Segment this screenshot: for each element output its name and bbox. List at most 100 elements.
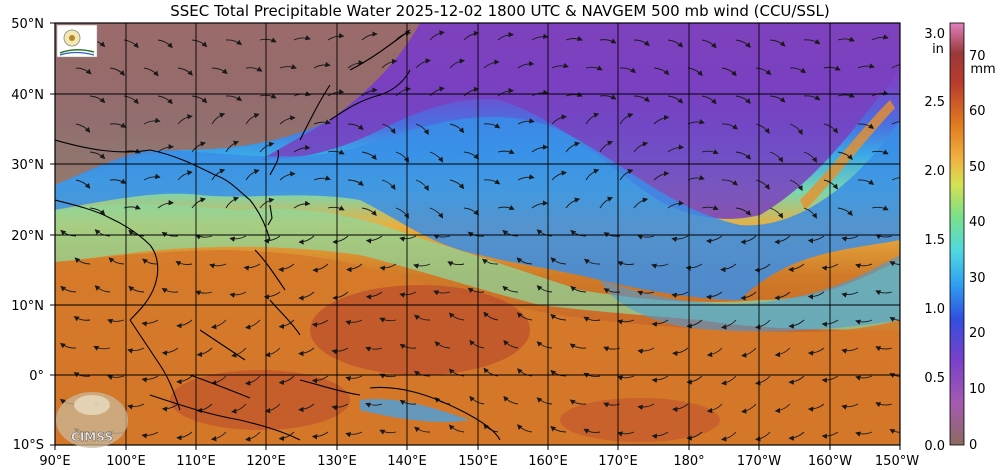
in-tick-label: 2.0 xyxy=(924,164,945,179)
lat-label: 10°N xyxy=(11,299,44,314)
wind-arrow xyxy=(75,123,91,133)
wind-arrow xyxy=(741,347,757,358)
lat-label: 50°N xyxy=(11,17,44,32)
wind-arrow xyxy=(365,346,383,352)
wind-arrow xyxy=(191,141,206,153)
wind-arrow xyxy=(73,372,91,378)
cimss-logo-text: CIMSS xyxy=(71,430,113,444)
wind-arrow xyxy=(788,319,805,329)
wind-arrow xyxy=(855,431,873,437)
wind-arrow xyxy=(637,290,655,296)
wind-arrow xyxy=(209,263,227,269)
wind-arrow xyxy=(754,263,771,273)
wind-arrow xyxy=(177,114,193,125)
wind-arrow xyxy=(469,395,485,405)
wind-arrow xyxy=(399,399,417,406)
wind-arrow xyxy=(517,118,535,125)
wind-arrow xyxy=(142,258,159,265)
lon-label: 150°E xyxy=(458,454,498,469)
wind-arrow xyxy=(109,178,127,184)
wind-arrow xyxy=(264,347,281,358)
wind-arrow xyxy=(123,39,139,49)
wind-arrow xyxy=(74,257,91,265)
wind-arrow xyxy=(434,341,451,349)
wind-arrow xyxy=(176,319,193,329)
wind-arrow xyxy=(497,149,515,154)
wind-arrow xyxy=(821,319,839,328)
wind-arrow xyxy=(705,235,723,244)
wind-arrow xyxy=(210,319,227,330)
lon-label: 150°W xyxy=(875,454,919,469)
wind-arrow xyxy=(550,313,567,321)
wind-arrow xyxy=(94,285,111,293)
wind-arrow xyxy=(327,205,345,211)
wind-arrow xyxy=(143,173,161,181)
lon-label: 100°E xyxy=(106,454,146,469)
wind-arrow xyxy=(857,63,875,69)
wind-arrow xyxy=(531,89,549,97)
wind-arrow xyxy=(617,261,635,267)
wind-arrow xyxy=(807,235,825,244)
lat-label: 40°N xyxy=(11,88,44,103)
map-title: SSEC Total Precipitable Water 2025-12-02… xyxy=(170,2,830,20)
wind-arrow xyxy=(735,207,752,216)
wind-arrow xyxy=(721,319,737,330)
wind-arrow xyxy=(667,39,684,48)
wind-arrow xyxy=(245,431,261,442)
wind-arrow xyxy=(449,123,465,134)
wind-arrow xyxy=(531,33,549,41)
wind-arrow xyxy=(803,151,817,163)
wind-arrow xyxy=(841,403,859,410)
wind-arrow xyxy=(875,290,893,296)
latitude-labels: 50°N 40°N 30°N 20°N 10°N 0° 10°S xyxy=(11,17,44,453)
wind-arrow xyxy=(414,426,431,433)
wind-arrow xyxy=(550,257,567,265)
wind-arrow xyxy=(429,151,444,163)
wind-arrow xyxy=(123,95,139,105)
wind-arrow xyxy=(565,91,583,97)
wind-arrow xyxy=(667,200,685,209)
wind-arrow xyxy=(517,368,533,377)
wind-arrow xyxy=(807,403,825,412)
wind-arrow xyxy=(906,91,921,96)
wind-arrow xyxy=(109,67,125,76)
wind-arrow xyxy=(345,431,363,438)
wind-arrow xyxy=(651,375,669,384)
lat-label: 30°N xyxy=(11,158,44,173)
wind-arrow xyxy=(536,285,553,293)
wind-arrow xyxy=(191,39,208,48)
wind-arrow xyxy=(769,207,784,219)
wind-arrow xyxy=(807,347,825,356)
wind-arrow xyxy=(429,207,444,219)
wind-arrow xyxy=(414,314,431,321)
wind-arrow xyxy=(331,403,349,411)
wind-arrow xyxy=(769,39,786,47)
wind-arrow xyxy=(225,39,243,46)
mm-tick-label: 0 xyxy=(969,438,977,453)
wind-arrow xyxy=(141,319,159,327)
wind-arrow xyxy=(332,291,349,301)
mm-tick-label: 20 xyxy=(969,326,986,341)
wind-arrow xyxy=(531,200,549,209)
wind-arrow xyxy=(536,341,553,349)
in-tick-label: 2.5 xyxy=(924,95,945,110)
wind-arrow xyxy=(75,67,92,75)
wind-arrow xyxy=(603,232,621,238)
wind-arrow xyxy=(211,67,228,75)
wind-arrow xyxy=(361,207,377,216)
wind-arrow xyxy=(483,59,500,69)
wind-arrow xyxy=(311,431,329,440)
wind-arrow xyxy=(157,199,174,209)
wind-arrow xyxy=(107,318,125,324)
wind-arrow xyxy=(502,285,519,293)
wind-arrow xyxy=(701,205,719,210)
wind-arrow xyxy=(637,347,655,355)
wind-arrow xyxy=(211,168,226,181)
wind-arrow xyxy=(565,141,581,153)
wind-arrow xyxy=(381,179,396,191)
wind-arrow xyxy=(381,58,398,69)
wind-arrow xyxy=(735,151,752,160)
wind-arrow xyxy=(599,94,617,100)
wind-arrow xyxy=(653,67,670,76)
wind-arrow xyxy=(889,316,900,322)
